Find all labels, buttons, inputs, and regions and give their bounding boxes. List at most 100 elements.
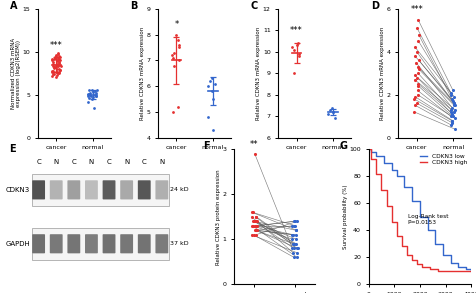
CDKN3 low [456,265,461,268]
Point [415,67,422,71]
Point [253,228,261,233]
Point [288,45,296,50]
Point [411,73,419,78]
Point [51,65,59,69]
Line: CDKN3 low: CDKN3 low [368,149,471,271]
Text: N: N [159,159,165,165]
Point [251,228,259,233]
FancyBboxPatch shape [85,234,98,253]
Point [289,232,297,237]
CDKN3 high [394,234,400,237]
Point [175,58,183,63]
CDKN3 low [463,268,469,271]
Point [175,45,183,50]
Point [415,84,422,88]
Legend: CDKN3 low, CDKN3 high: CDKN3 low, CDKN3 high [419,152,468,166]
Text: ***: *** [410,5,423,14]
Point [415,58,423,63]
Point [249,224,257,228]
CDKN3 high [443,269,448,272]
Point [55,62,63,67]
Point [293,255,301,260]
Point [450,99,457,103]
Text: E: E [10,144,16,154]
Point [447,114,455,119]
Bar [32,174,169,206]
Point [326,108,334,112]
CDKN3 low [448,261,454,264]
FancyBboxPatch shape [32,234,45,253]
Point [49,74,56,78]
Point [295,54,303,58]
Point [50,56,58,61]
Point [55,61,63,65]
Point [293,237,300,242]
Point [84,91,92,96]
Text: 24 kD: 24 kD [170,187,189,193]
Point [413,50,420,54]
Point [248,210,256,215]
Point [288,232,296,237]
CDKN3 high [389,220,395,224]
Point [54,67,61,71]
Point [50,65,58,69]
Text: C: C [251,1,258,11]
Point [251,219,258,224]
Text: G: G [340,141,348,151]
Point [168,53,176,57]
Text: Log-Rank test
P=0.0153: Log-Rank test P=0.0153 [407,214,448,225]
Point [328,105,336,110]
Y-axis label: Relative CDKN3 mRNA expression: Relative CDKN3 mRNA expression [257,27,261,120]
CDKN3 low [394,175,400,178]
FancyBboxPatch shape [138,180,151,200]
Point [252,224,259,228]
Point [50,60,57,64]
Point [84,94,92,99]
FancyBboxPatch shape [138,234,151,253]
Point [88,97,96,101]
Point [413,101,421,106]
Point [173,32,180,37]
Text: ***: *** [290,26,303,35]
Point [55,71,63,76]
Point [294,41,302,45]
Point [89,90,96,95]
CDKN3 high [420,265,426,268]
Point [49,72,57,76]
Point [50,66,58,70]
Point [248,214,256,219]
Point [410,110,418,114]
Point [85,96,93,100]
Point [48,57,56,62]
Point [56,67,63,72]
Point [209,128,217,132]
Point [450,101,458,106]
Point [93,91,100,95]
CDKN3 high [409,258,415,262]
Point [52,53,60,57]
FancyBboxPatch shape [156,234,169,253]
Point [252,219,260,224]
Point [411,54,419,58]
Point [288,224,296,228]
CDKN3 high [366,148,371,151]
Point [289,241,297,246]
Point [92,94,100,99]
Point [206,79,214,83]
Point [414,75,421,80]
CDKN3 low [468,269,474,272]
Point [53,59,61,64]
Point [93,87,100,92]
Text: A: A [10,1,18,11]
CDKN3 high [468,269,474,272]
Point [252,232,259,237]
CDKN3 low [402,185,407,189]
Point [331,116,339,121]
Point [56,58,64,63]
Point [48,58,56,63]
Point [290,246,298,251]
Point [415,32,423,37]
Point [451,127,459,132]
Point [249,219,257,224]
Point [447,122,455,127]
